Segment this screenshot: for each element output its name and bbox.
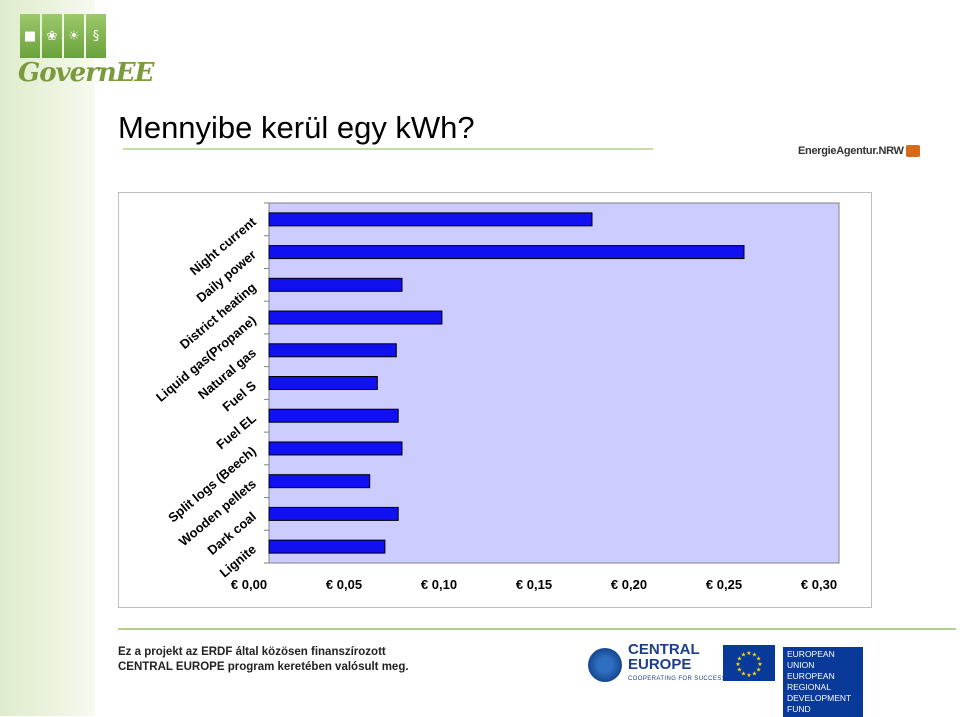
- ce-line-2: EUROPE: [628, 656, 692, 673]
- eu-fund-label: EUROPEAN UNION EUROPEAN REGIONAL DEVELOP…: [783, 647, 863, 717]
- bar: [268, 441, 403, 456]
- svg-text:★: ★: [737, 667, 742, 674]
- category-label: Fuel EL: [213, 411, 259, 453]
- bar: [268, 310, 443, 325]
- bar: [268, 506, 399, 521]
- footer-line-2: CENTRAL EUROPE program keretében valósul…: [118, 661, 409, 673]
- governee-logo-icons: ■ ❀ ☀ §: [20, 14, 106, 58]
- x-tick-label: € 0,30: [801, 577, 837, 592]
- svg-text:★: ★: [757, 661, 762, 668]
- ce-line-1: CENTRAL: [628, 641, 700, 658]
- x-tick-label: € 0,15: [516, 577, 552, 592]
- ce-tagline: COOPERATING FOR SUCCESS.: [628, 676, 729, 682]
- x-tick-label: € 0,05: [326, 577, 362, 592]
- svg-text:★: ★: [741, 671, 746, 678]
- bar: [268, 343, 397, 358]
- governee-logo-text: GovernEE: [18, 58, 154, 88]
- svg-text:★: ★: [746, 650, 751, 657]
- building-icon: ■: [20, 14, 40, 58]
- bar: [268, 376, 378, 390]
- central-europe-logo: CENTRAL EUROPE COOPERATING FOR SUCCESS.: [588, 642, 728, 687]
- eu-flag-icon: ★ ★ ★ ★ ★ ★ ★ ★ ★ ★ ★ ★: [723, 645, 775, 681]
- x-tick-label: € 0,10: [421, 577, 457, 592]
- svg-text:★: ★: [752, 651, 757, 658]
- globe-icon: [588, 647, 622, 682]
- bar: [268, 408, 399, 423]
- svg-text:★: ★: [735, 661, 740, 668]
- leaf-icon: ❀: [42, 14, 62, 58]
- footer-divider: [118, 628, 956, 630]
- chart-frame: Night current Daily power District heating…: [118, 192, 872, 608]
- bar: [268, 277, 403, 292]
- svg-text:★: ★: [756, 656, 761, 663]
- x-tick-label: € 0,00: [231, 577, 267, 592]
- slide-title: Mennyibe kerül egy kWh?: [118, 110, 475, 145]
- central-europe-wordmark: CENTRAL EUROPE COOPERATING FOR SUCCESS.: [628, 642, 728, 687]
- energieagentur-mark-icon: [905, 145, 920, 157]
- bar: [268, 245, 745, 260]
- svg-text:★: ★: [746, 672, 751, 679]
- bar: [268, 212, 593, 227]
- svg-text:★: ★: [752, 671, 757, 678]
- x-tick-label: € 0,20: [611, 577, 647, 592]
- svg-text:★: ★: [756, 667, 761, 674]
- x-tick-label: € 0,25: [706, 577, 742, 592]
- sun-icon: ☀: [64, 14, 84, 58]
- sidebar-band: ■ ❀ ☀ § GovernEE: [0, 0, 154, 716]
- eu-line-2: EUROPEAN REGIONAL: [787, 671, 835, 692]
- bar: [268, 539, 386, 554]
- bar: [268, 474, 371, 489]
- svg-text:★: ★: [741, 651, 746, 658]
- title-underline: [123, 148, 653, 150]
- footer-funding-note: Ez a projekt az ERDF által közösen finan…: [118, 645, 409, 675]
- eu-line-1: EUROPEAN UNION: [787, 649, 835, 670]
- energieagentur-logo-text: EnergieAgentur.NRW: [798, 145, 904, 157]
- eu-line-3: DEVELOPMENT FUND: [787, 693, 852, 714]
- footer-line-1: Ez a projekt az ERDF által közösen finan…: [118, 646, 386, 658]
- svg-text:★: ★: [737, 656, 742, 663]
- paragraph-icon: §: [86, 14, 106, 58]
- energieagentur-logo: EnergieAgentur.NRW: [798, 145, 920, 157]
